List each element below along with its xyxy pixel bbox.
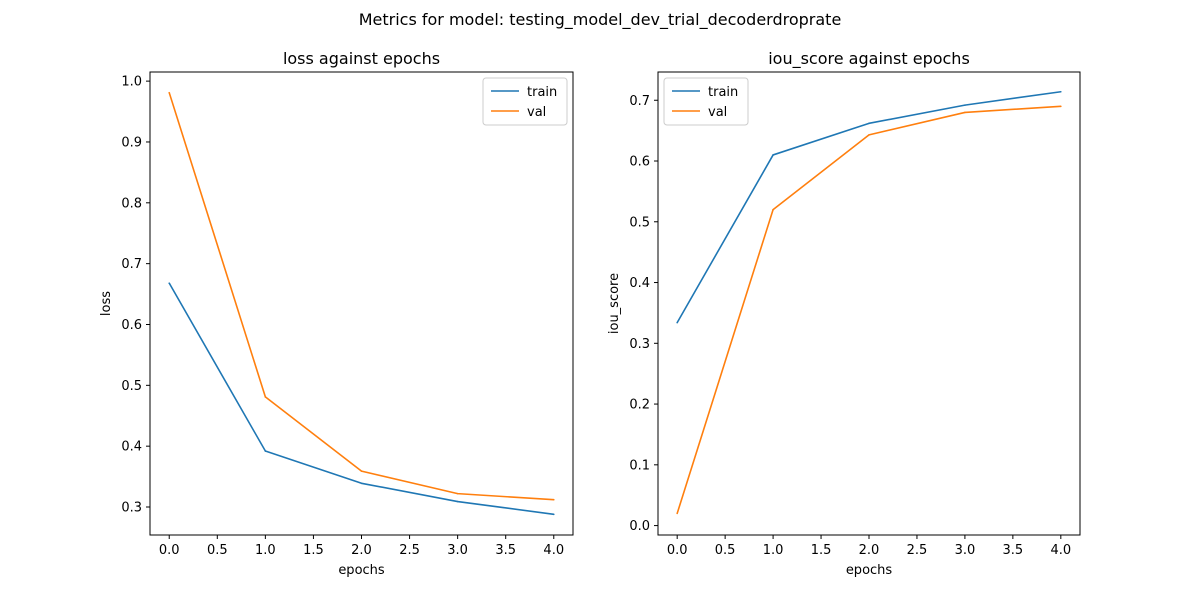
y-tick-label: 0.9 <box>121 135 142 150</box>
subplot-title: iou_score against epochs <box>768 49 970 69</box>
y-tick-label: 0.8 <box>121 196 142 211</box>
x-axis-label: epochs <box>846 563 893 578</box>
data-point-train <box>676 321 678 324</box>
data-point-train <box>360 482 363 485</box>
legend-label-val: val <box>527 105 546 120</box>
legend-label-train: train <box>708 85 738 100</box>
legend: train val <box>663 77 749 126</box>
data-point-val <box>1060 105 1062 108</box>
data-point-val <box>168 91 171 94</box>
x-axis-label: epochs <box>338 563 385 578</box>
y-tick-label: 0.0 <box>629 519 650 534</box>
y-tick-label: 0.7 <box>121 257 142 272</box>
data-point-train <box>168 282 171 284</box>
legend: train val <box>482 77 568 126</box>
x-tick-label: 3.5 <box>1003 543 1024 558</box>
legend-label-train: train <box>527 85 557 100</box>
y-tick-label: 0.1 <box>629 458 650 473</box>
x-tick-label: 0.5 <box>715 543 736 558</box>
x-tick-label: 3.0 <box>447 543 468 558</box>
y-tick-label: 0.2 <box>629 398 650 413</box>
data-point-val <box>676 512 678 515</box>
data-point-val <box>772 208 774 211</box>
data-point-val <box>964 111 966 114</box>
y-tick-label: 1.0 <box>121 75 142 90</box>
x-tick-label: 2.5 <box>399 543 420 558</box>
axes-frame <box>657 71 1081 536</box>
y-axis-label: loss <box>99 291 114 316</box>
data-point-train <box>1060 90 1062 93</box>
subplot-1: loss against epochs 0.0 0.5 1.0 1.5 2.0 2.5 3.0… <box>99 49 574 578</box>
data-point-train <box>868 122 870 125</box>
x-tick-label: 1.0 <box>255 543 276 558</box>
y-tick-label: 0.4 <box>629 276 650 291</box>
x-tick-label: 1.5 <box>303 543 324 558</box>
x-tick-label: 4.0 <box>1050 543 1071 558</box>
y-tick-label: 0.5 <box>121 379 142 394</box>
axes-frame <box>149 71 574 536</box>
x-tick-label: 2.5 <box>907 543 928 558</box>
x-tick-label: 2.0 <box>351 543 372 558</box>
y-tick-label: 0.6 <box>121 318 142 333</box>
data-point-val <box>264 396 267 398</box>
data-point-train <box>552 513 555 516</box>
y-tick-label: 0.6 <box>629 155 650 170</box>
data-point-train <box>264 450 267 452</box>
y-tick-label: 0.3 <box>629 337 650 352</box>
x-tick-label: 0.0 <box>667 543 688 558</box>
legend-box <box>663 77 749 126</box>
x-tick-label: 3.0 <box>955 543 976 558</box>
y-tick-label: 0.7 <box>629 94 650 109</box>
y-axis-label: iou_score <box>607 273 622 334</box>
x-tick-label: 1.5 <box>811 543 832 558</box>
legend-box <box>482 77 568 126</box>
y-tick-label: 0.5 <box>629 215 650 230</box>
legend-label-val: val <box>708 105 727 120</box>
x-tick-label: 4.0 <box>543 543 564 558</box>
x-tick-label: 0.0 <box>159 543 180 558</box>
data-point-val <box>868 134 870 136</box>
data-point-train <box>456 500 459 503</box>
y-tick-label: 0.4 <box>121 440 142 455</box>
figure-suptitle: Metrics for model: testing_model_dev_tri… <box>359 10 842 30</box>
subplot-2: iou_score against epochs 0.0 0.5 1.0 1.5 2.0 2… <box>607 49 1081 578</box>
data-point-val <box>552 498 555 501</box>
data-point-train <box>772 154 774 156</box>
x-tick-label: 2.0 <box>859 543 880 558</box>
x-tick-label: 1.0 <box>763 543 784 558</box>
data-point-val <box>360 470 363 472</box>
subplot-title: loss against epochs <box>283 49 440 68</box>
x-tick-label: 0.5 <box>207 543 228 558</box>
data-point-train <box>964 104 966 106</box>
y-tick-label: 0.3 <box>121 501 142 516</box>
data-point-val <box>456 492 459 495</box>
x-tick-label: 3.5 <box>495 543 516 558</box>
